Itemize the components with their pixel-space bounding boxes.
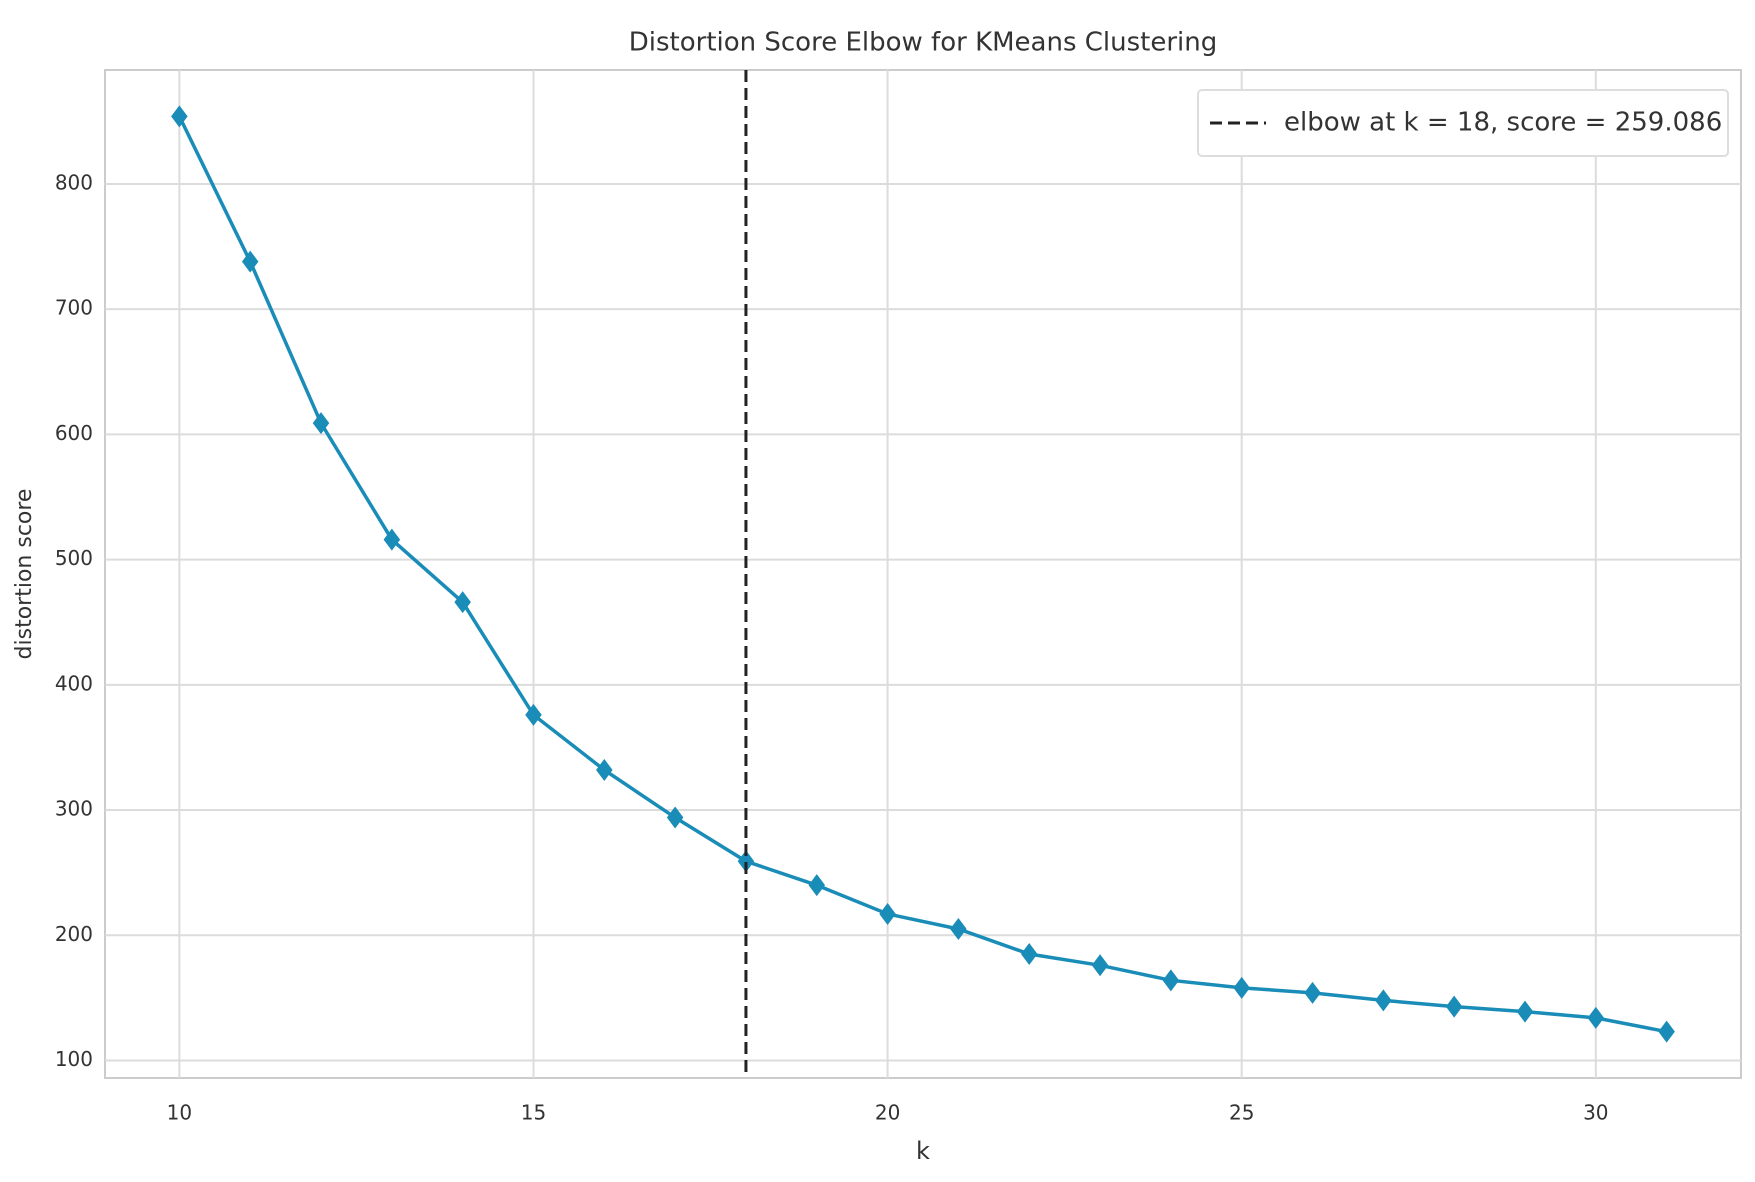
data-point	[737, 850, 755, 873]
y-tick-label: 600	[55, 421, 93, 445]
data-point	[454, 591, 471, 614]
data-point	[1516, 1000, 1534, 1023]
data-point	[525, 703, 542, 726]
x-tick-label: 25	[1229, 1101, 1254, 1125]
y-tick-label: 500	[55, 546, 93, 570]
plot-area	[104, 69, 1742, 1079]
data-point	[1020, 943, 1038, 966]
x-axis-label: k	[916, 1137, 930, 1165]
data-point	[808, 874, 826, 897]
data-point	[241, 250, 259, 273]
data-point	[171, 105, 188, 128]
data-point	[1658, 1020, 1675, 1043]
data-point	[312, 412, 330, 435]
y-tick-label: 800	[55, 170, 93, 194]
data-point	[1587, 1006, 1605, 1029]
x-tick-label: 30	[1583, 1101, 1608, 1125]
data-point	[596, 758, 613, 781]
x-tick-label: 20	[875, 1101, 900, 1125]
data-point	[666, 806, 684, 829]
x-tick-label: 10	[167, 1101, 192, 1125]
y-tick-label: 400	[55, 671, 93, 695]
data-point	[1091, 954, 1109, 977]
data-point	[1162, 969, 1180, 992]
data-point	[1304, 981, 1321, 1004]
data-point	[383, 528, 401, 551]
data-line	[177, 115, 1667, 1034]
data-point	[879, 902, 896, 925]
data-point	[950, 917, 967, 940]
data-point	[1375, 989, 1392, 1012]
data-point	[1233, 976, 1250, 999]
legend-label: elbow at k = 18, score = 259.086	[1284, 108, 1722, 138]
y-tick-label: 700	[55, 296, 93, 320]
y-axis-label: distortion score	[12, 489, 37, 660]
x-tick-label: 15	[521, 1101, 546, 1125]
y-tick-label: 100	[55, 1047, 93, 1071]
chart-title: Distortion Score Elbow for KMeans Cluste…	[629, 28, 1218, 58]
y-tick-label: 200	[55, 922, 93, 946]
legend-box	[1197, 89, 1729, 157]
data-point	[1445, 995, 1463, 1018]
y-tick-label: 300	[55, 797, 93, 821]
